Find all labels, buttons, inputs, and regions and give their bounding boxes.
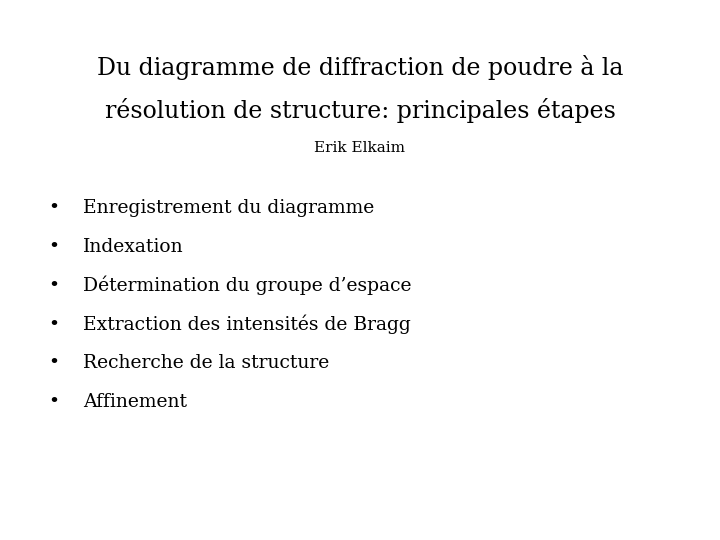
Text: •: •	[48, 276, 60, 295]
Text: •: •	[48, 238, 60, 256]
Text: •: •	[48, 199, 60, 217]
Text: •: •	[48, 315, 60, 334]
Text: Du diagramme de diffraction de poudre à la: Du diagramme de diffraction de poudre à …	[96, 55, 624, 80]
Text: Recherche de la structure: Recherche de la structure	[83, 354, 329, 373]
Text: résolution de structure: principales étapes: résolution de structure: principales éta…	[104, 98, 616, 123]
Text: Affinement: Affinement	[83, 393, 186, 411]
Text: Indexation: Indexation	[83, 238, 184, 256]
Text: Détermination du groupe d’espace: Détermination du groupe d’espace	[83, 276, 411, 295]
Text: •: •	[48, 393, 60, 411]
Text: Erik Elkaim: Erik Elkaim	[315, 141, 405, 156]
Text: Enregistrement du diagramme: Enregistrement du diagramme	[83, 199, 374, 217]
Text: •: •	[48, 354, 60, 373]
Text: Extraction des intensités de Bragg: Extraction des intensités de Bragg	[83, 315, 410, 334]
